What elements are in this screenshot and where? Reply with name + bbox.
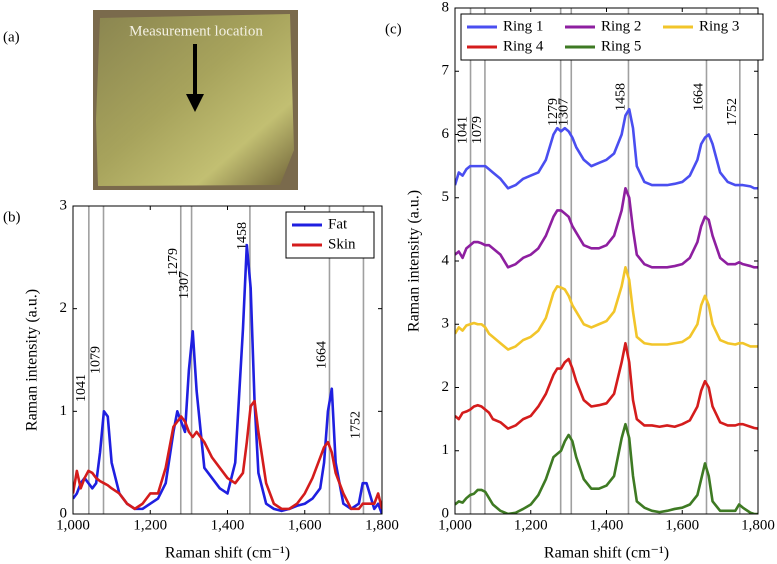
- y-tick-label: 7: [442, 63, 450, 79]
- reference-label: 1279: [166, 248, 181, 276]
- reference-label: 1079: [89, 346, 104, 374]
- x-tick-label: 1,800: [741, 517, 775, 533]
- reference-label: 1041: [456, 116, 471, 144]
- y-tick-label: 1: [442, 442, 450, 458]
- series-line: [455, 266, 758, 351]
- y-axis-label: Raman intensity (a.u.): [406, 190, 423, 332]
- series-line: [455, 107, 758, 190]
- legend: Fat Skin: [285, 211, 375, 259]
- x-axis-label: Raman shift (cm⁻¹): [165, 545, 290, 562]
- reference-label: 1458: [614, 83, 629, 111]
- y-tick-label: 2: [442, 379, 450, 395]
- legend-label: Ring 2: [601, 18, 641, 34]
- y-tick-label: 2: [60, 300, 68, 316]
- x-tick-label: 1,200: [133, 517, 167, 533]
- x-tick-label: 1,000: [438, 517, 472, 533]
- legend-label: Fat: [328, 216, 348, 232]
- photo: Measurement location: [93, 10, 298, 190]
- reference-label: 1279: [546, 98, 561, 126]
- reference-label: 1307: [177, 271, 192, 299]
- legend-label: Ring 5: [601, 38, 641, 54]
- reference-label: 1752: [725, 98, 740, 126]
- reference-label: 1664: [315, 341, 330, 369]
- y-tick-label: 0: [60, 505, 68, 521]
- reference-label: 1752: [349, 411, 364, 439]
- arrow-head: [186, 94, 204, 112]
- y-tick-label: 3: [60, 197, 68, 213]
- x-tick-label: 1,400: [590, 517, 624, 533]
- axes-frame: [454, 7, 759, 515]
- x-tick-label: 1,400: [211, 517, 245, 533]
- x-tick-label: 1,200: [514, 517, 548, 533]
- legend-label: Ring 3: [699, 18, 739, 34]
- series-line: [73, 243, 382, 514]
- reference-label: 1307: [556, 98, 571, 126]
- x-axis-label: Raman shift (cm⁻¹): [544, 545, 669, 562]
- y-tick-label: 4: [442, 252, 450, 268]
- reference-label: 1664: [692, 83, 707, 111]
- y-tick-label: 5: [442, 189, 450, 205]
- reference-label: 1458: [235, 222, 250, 250]
- y-tick-label: 8: [442, 0, 450, 15]
- y-tick-label: 1: [60, 403, 68, 419]
- series-line: [455, 422, 758, 514]
- series-line: [455, 186, 758, 269]
- y-tick-label: 6: [442, 126, 450, 142]
- x-tick-label: 1,600: [665, 517, 699, 533]
- y-tick-label: 0: [442, 505, 450, 521]
- panel-label: (b): [3, 209, 21, 225]
- legend-label: Ring 1: [503, 18, 543, 34]
- x-tick-label: 1,600: [288, 517, 322, 533]
- panel-label: (a): [3, 29, 20, 45]
- legend-label: Ring 4: [503, 38, 544, 54]
- series-line: [455, 341, 758, 430]
- legend-box: [285, 211, 375, 259]
- reference-label: 1041: [74, 374, 89, 402]
- legend-box: [460, 13, 764, 61]
- photo-label: Measurement location: [129, 23, 263, 39]
- x-tick-label: 1,000: [56, 517, 90, 533]
- reference-label: 1079: [470, 116, 485, 144]
- panel-label: (c): [385, 21, 402, 37]
- legend: Ring 1 Ring 2 Ring 3 Ring 4 Ring 5: [460, 13, 764, 61]
- x-tick-label: 1,800: [365, 517, 399, 533]
- y-tick-label: 3: [442, 316, 450, 332]
- series-line: [73, 399, 382, 511]
- legend-label: Skin: [328, 236, 356, 252]
- y-axis-label: Raman intensity (a.u.): [24, 289, 41, 431]
